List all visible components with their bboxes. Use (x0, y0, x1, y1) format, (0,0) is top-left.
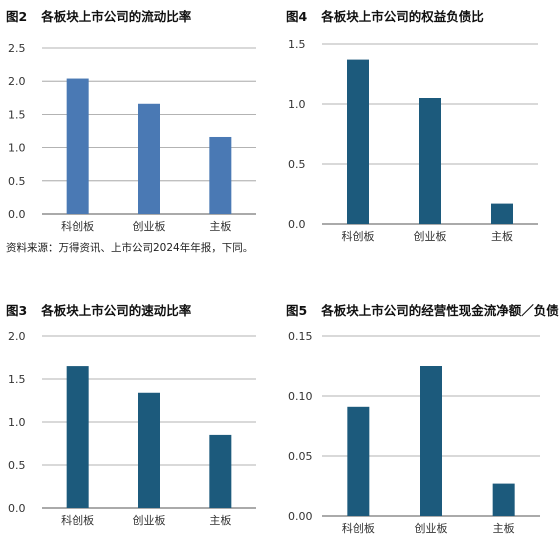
y-tick-label: 1.5 (288, 38, 306, 51)
x-tick-label: 主板 (209, 219, 231, 233)
bar (347, 59, 369, 224)
y-tick-label: 1.0 (8, 416, 26, 429)
x-tick-label: 创业板 (133, 513, 166, 527)
x-tick-label: 创业板 (415, 521, 448, 535)
chart-panel-cashflow-debt: 图5 各板块上市公司的经营性现金流净额／负债 0.00 0.05 0.10 0.15 科创… (286, 300, 560, 536)
y-tick-label: 0.05 (288, 450, 313, 463)
chart-title: 图5 各板块上市公司的经营性现金流净额／负债 (286, 303, 559, 318)
y-tick-label: 2.5 (8, 42, 26, 55)
y-tick-label: 1.0 (288, 98, 306, 111)
x-tick-label: 科创板 (61, 219, 94, 233)
bar (209, 434, 232, 508)
chart-panel-quick-ratio: 图3 各板块上市公司的速动比率 0.0 0.5 1.0 1.5 2.0 科创板 创业板 主板 (6, 300, 274, 536)
y-tick-label: 0.5 (8, 175, 26, 188)
chart-title: 图3 各板块上市公司的速动比率 (6, 303, 192, 318)
x-tick-label: 科创板 (342, 521, 375, 535)
y-tick-label: 2.0 (8, 330, 26, 343)
bar (138, 103, 160, 214)
x-tick-label: 主板 (209, 513, 231, 527)
bar (66, 366, 89, 508)
y-tick-label: 2.0 (8, 75, 26, 88)
chart-equity-debt-ratio: 0.0 0.5 1.0 1.5 科创板 创业板 主板 (288, 38, 538, 243)
x-tick-label: 主板 (493, 521, 515, 535)
y-tick-label: 0.0 (288, 218, 306, 231)
x-tick-label: 科创板 (342, 229, 375, 243)
bar (492, 483, 515, 516)
y-tick-label: 0.10 (288, 390, 313, 403)
bar (420, 366, 442, 516)
chart-title: 图4 各板块上市公司的权益负债比 (286, 9, 484, 24)
x-tick-label: 创业板 (133, 219, 166, 233)
chart-current-ratio: 0.0 0.5 1.0 1.5 2.0 2.5 科创板 创业板 主板 (8, 42, 256, 233)
bar (138, 392, 160, 508)
bar (419, 98, 441, 224)
chart-cashflow-debt: 0.00 0.05 0.10 0.15 科创板 创业板 主板 (288, 330, 540, 535)
y-tick-label: 0.5 (288, 158, 306, 171)
bar (66, 78, 89, 214)
x-tick-label: 创业板 (414, 229, 447, 243)
source-note: 资料来源：万得资讯、上市公司2024年年报，下同。 (6, 242, 254, 254)
y-tick-label: 0.0 (8, 208, 26, 221)
y-tick-label: 0.15 (288, 330, 313, 343)
chart-title: 图2 各板块上市公司的流动比率 (6, 9, 192, 24)
chart-panel-equity-debt-ratio: 图4 各板块上市公司的权益负债比 0.0 0.5 1.0 1.5 科创板 创业板 主板 (286, 6, 556, 256)
y-tick-label: 1.5 (8, 373, 26, 386)
y-tick-label: 0.00 (288, 510, 313, 523)
y-tick-label: 0.5 (8, 459, 26, 472)
chart-panel-current-ratio: 图2 各板块上市公司的流动比率 0.0 0.5 1.0 1.5 2.0 2.5 科创板 创业板 主… (6, 6, 274, 256)
x-tick-label: 主板 (491, 229, 513, 243)
y-tick-label: 1.5 (8, 108, 26, 121)
bar (491, 203, 513, 224)
y-tick-label: 1.0 (8, 142, 26, 155)
bar (209, 136, 232, 214)
x-tick-label: 科创板 (61, 513, 94, 527)
chart-quick-ratio: 0.0 0.5 1.0 1.5 2.0 科创板 创业板 主板 (8, 330, 256, 527)
bar (347, 406, 370, 516)
y-tick-label: 0.0 (8, 502, 26, 515)
